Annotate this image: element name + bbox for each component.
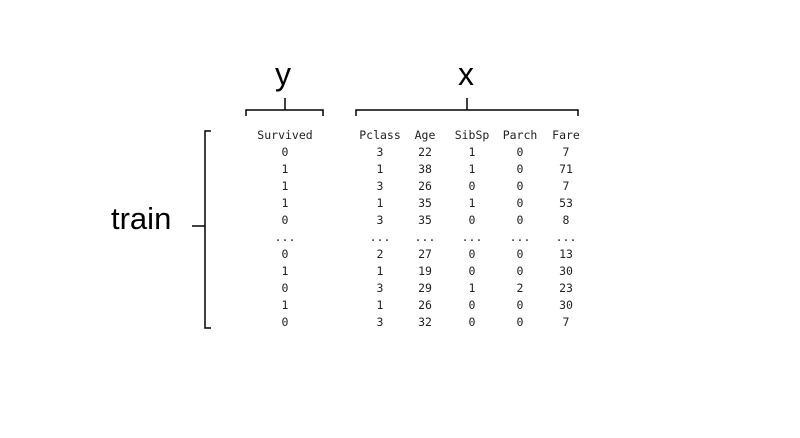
column-header: Fare — [552, 128, 580, 142]
table-cell: 3 — [376, 281, 384, 295]
x-bracket — [355, 98, 579, 116]
column-header: SibSp — [454, 128, 490, 142]
table-cell: 1 — [281, 196, 289, 210]
table-cell: 1 — [281, 264, 289, 278]
column-header: Parch — [502, 128, 538, 142]
table-cell: 1 — [281, 162, 289, 176]
table-cell: 3 — [376, 179, 384, 193]
table-cell: 1 — [468, 162, 476, 176]
table-cell: 35 — [418, 196, 432, 210]
table-cell: 19 — [418, 264, 432, 278]
table-cell: 0 — [468, 213, 476, 227]
table-cell: ... — [274, 230, 296, 244]
table-cell: 1 — [281, 298, 289, 312]
y-label: y — [275, 56, 291, 92]
table-cell: 0 — [516, 264, 524, 278]
table-cell: 0 — [516, 247, 524, 261]
train-label: train — [111, 201, 172, 236]
table-cell: 3 — [376, 213, 384, 227]
table-cell: 3 — [376, 145, 384, 159]
table-cell: ... — [509, 230, 531, 244]
table-cell: 0 — [281, 247, 289, 261]
table-cell: 7 — [562, 179, 570, 193]
table-cell: 1 — [376, 264, 384, 278]
table-cell: 1 — [281, 179, 289, 193]
table-cell: 0 — [516, 298, 524, 312]
table-cell: 0 — [468, 264, 476, 278]
table-cell: 35 — [418, 213, 432, 227]
table-cell: 0 — [516, 162, 524, 176]
table-cell: ... — [461, 230, 483, 244]
table-cell: 1 — [376, 196, 384, 210]
table-cell: 22 — [418, 145, 432, 159]
table-cell: ... — [555, 230, 577, 244]
table-cell: 71 — [559, 162, 573, 176]
table-cell: 1 — [468, 145, 476, 159]
table-cell: 0 — [516, 145, 524, 159]
table-cell: 0 — [281, 145, 289, 159]
y-bracket — [245, 98, 324, 116]
table-cell: 38 — [418, 162, 432, 176]
table-cell: 26 — [418, 179, 432, 193]
column-header: Age — [414, 128, 436, 142]
table-cell: 23 — [559, 281, 573, 295]
table-cell: 0 — [468, 298, 476, 312]
table-cell: 1 — [468, 281, 476, 295]
table-cell: 0 — [516, 196, 524, 210]
table-cell: ... — [369, 230, 391, 244]
table-cell: 30 — [559, 298, 573, 312]
table-cell: 2 — [516, 281, 524, 295]
table-cell: 26 — [418, 298, 432, 312]
table-cell: 3 — [376, 315, 384, 329]
column-header: Survived — [257, 128, 313, 142]
table-cell: 8 — [562, 213, 570, 227]
train-bracket — [192, 130, 211, 329]
table-cell: 7 — [562, 315, 570, 329]
table-cell: 2 — [376, 247, 384, 261]
table-cell: 0 — [516, 213, 524, 227]
table-cell: 0 — [516, 315, 524, 329]
table-cell: 13 — [559, 247, 573, 261]
table-cell: 1 — [376, 298, 384, 312]
table-cell: 0 — [281, 281, 289, 295]
table-cell: 0 — [281, 213, 289, 227]
table-cell: 1 — [376, 162, 384, 176]
column-header: Pclass — [359, 128, 401, 142]
table-cell: ... — [414, 230, 436, 244]
table-cell: 0 — [468, 179, 476, 193]
table-cell: 0 — [516, 179, 524, 193]
table-cell: 0 — [281, 315, 289, 329]
table-cell: 29 — [418, 281, 432, 295]
table-cell: 7 — [562, 145, 570, 159]
table-cell: 0 — [468, 247, 476, 261]
x-label: x — [458, 56, 474, 92]
table-cell: 32 — [418, 315, 432, 329]
table-cell: 1 — [468, 196, 476, 210]
table-cell: 27 — [418, 247, 432, 261]
table-cell: 30 — [559, 264, 573, 278]
table-cell: 0 — [468, 315, 476, 329]
table-cell: 53 — [559, 196, 573, 210]
